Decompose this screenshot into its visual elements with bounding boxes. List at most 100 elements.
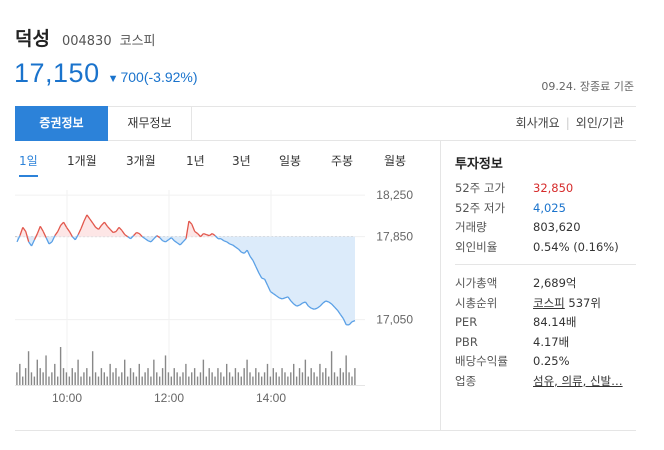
info-group-2: 시가총액 2,689억 시총순위 코스피 537위 PER 84.14배 PBR… bbox=[455, 274, 636, 391]
sector-link[interactable]: 섬유, 의류, 신발… bbox=[533, 373, 623, 388]
price-line-segment bbox=[339, 314, 344, 319]
price-line-segment bbox=[182, 238, 187, 243]
volume-bar bbox=[275, 372, 277, 385]
volume-bar bbox=[199, 372, 202, 385]
foreign-institution-link[interactable]: 외인/기관 bbox=[575, 116, 624, 130]
tab-securities-info[interactable]: 증권정보 bbox=[15, 106, 108, 141]
price-line-segment bbox=[159, 237, 164, 242]
volume-bar bbox=[80, 376, 82, 385]
info-label: 배당수익률 bbox=[455, 354, 508, 368]
stock-name[interactable]: 덕성 bbox=[15, 28, 50, 50]
volume-bar bbox=[138, 363, 140, 385]
date-note: 09.24. 장종료 기준 bbox=[541, 80, 634, 93]
price-line-segment bbox=[101, 221, 105, 226]
price-line-segment bbox=[83, 214, 88, 222]
intraday-chart[interactable]: 18,250 17,850 17,050 10:00 12:00 14:00 bbox=[15, 190, 425, 405]
volume-bar bbox=[164, 355, 167, 385]
price-line-segment bbox=[45, 237, 50, 245]
info-row-cap-rank: 시총순위 코스피 537위 bbox=[455, 294, 636, 314]
period-weekly[interactable]: 주봉 bbox=[331, 154, 354, 168]
bottom-divider bbox=[15, 430, 636, 431]
info-label: 업종 bbox=[455, 373, 477, 388]
price-line-segment bbox=[92, 222, 97, 228]
price-line-segment bbox=[325, 300, 329, 303]
price-line-segment bbox=[273, 293, 277, 297]
price-line-segment bbox=[264, 278, 269, 286]
investment-info-title: 투자정보 bbox=[455, 157, 503, 172]
period-1m[interactable]: 1개월 bbox=[67, 154, 97, 168]
tab-financial-info[interactable]: 재무정보 bbox=[108, 106, 192, 141]
volume-bar bbox=[179, 376, 181, 385]
company-overview-link[interactable]: 회사개요 bbox=[515, 116, 560, 130]
price-line-segment bbox=[68, 231, 73, 237]
price-line-segment bbox=[80, 220, 85, 229]
volume-bar bbox=[109, 363, 111, 385]
price-line-segment bbox=[351, 320, 356, 323]
volume-bar bbox=[132, 372, 135, 385]
volume-bar bbox=[223, 376, 225, 385]
price-line-segment bbox=[42, 231, 47, 238]
x-axis-label: 14:00 bbox=[256, 391, 286, 405]
volume-bar bbox=[260, 376, 263, 385]
panel-divider bbox=[440, 141, 441, 431]
period-monthly[interactable]: 월봉 bbox=[384, 154, 407, 168]
market-link[interactable]: 코스피 bbox=[533, 295, 565, 310]
price-line-segment bbox=[150, 238, 155, 243]
info-label: 시총순위 bbox=[455, 295, 498, 310]
price-line-segment bbox=[252, 260, 257, 268]
price-line-segment bbox=[22, 226, 27, 232]
info-value: 4.17배 bbox=[533, 334, 570, 349]
period-daily[interactable]: 일봉 bbox=[279, 154, 302, 168]
price-line-segment bbox=[299, 302, 303, 306]
info-row-market-cap: 시가총액 2,689억 bbox=[455, 274, 636, 294]
volume-bar bbox=[167, 372, 170, 385]
volume-bar bbox=[135, 376, 138, 385]
chart-svg: 18,250 17,850 17,050 10:00 12:00 14:00 bbox=[15, 190, 413, 405]
volume-bar bbox=[121, 372, 123, 385]
volume-bar bbox=[176, 372, 178, 385]
price-line-segment bbox=[214, 235, 219, 240]
price-line-segment bbox=[249, 255, 254, 261]
price-line-segment bbox=[220, 238, 225, 242]
info-value: 2,689억 bbox=[533, 276, 577, 290]
price-line-segment bbox=[112, 230, 117, 234]
price-line-segment bbox=[304, 301, 309, 307]
volume-bar bbox=[161, 368, 164, 385]
price-line-segment bbox=[270, 291, 274, 295]
x-axis-label: 12:00 bbox=[154, 391, 184, 405]
price-line-segment bbox=[63, 221, 68, 228]
volume-bar bbox=[269, 376, 272, 385]
price-line-segment bbox=[319, 302, 324, 307]
price-line-segment bbox=[60, 221, 65, 226]
volume-bar bbox=[290, 372, 292, 385]
info-label: PBR bbox=[455, 334, 478, 349]
price-line-segment bbox=[336, 309, 341, 315]
period-3y[interactable]: 3년 bbox=[232, 154, 251, 168]
volume-bar bbox=[83, 372, 85, 385]
info-value: 0.54% (0.16%) bbox=[533, 239, 619, 254]
info-row-sector: 업종 섬유, 의류, 신발… bbox=[455, 372, 636, 392]
info-value[interactable]: 섬유, 의류, 신발… bbox=[533, 372, 623, 392]
volume-bar bbox=[30, 372, 33, 385]
volume-bar bbox=[301, 372, 304, 385]
volume-bar bbox=[141, 376, 143, 385]
period-1y[interactable]: 1년 bbox=[186, 154, 205, 168]
volume-bar bbox=[71, 368, 73, 385]
info-row-foreign-ratio: 외인비율 0.54% (0.16%) bbox=[455, 238, 636, 258]
volume-bar bbox=[345, 355, 347, 385]
period-1d[interactable]: 1일 bbox=[19, 152, 38, 177]
volume-bar bbox=[307, 376, 309, 385]
price-line-segment bbox=[86, 214, 91, 220]
volume-bar bbox=[225, 363, 228, 385]
price-line-segment bbox=[48, 241, 53, 245]
price-line-segment bbox=[331, 303, 336, 308]
volume-bar bbox=[342, 372, 344, 385]
period-3m[interactable]: 3개월 bbox=[126, 154, 156, 168]
volume-bar bbox=[24, 368, 27, 385]
price-line-segment bbox=[57, 224, 62, 232]
price-line-segment bbox=[302, 301, 306, 304]
volume-bar bbox=[231, 376, 234, 385]
price-line-segment bbox=[232, 244, 236, 248]
volume-bar bbox=[19, 363, 21, 385]
volume-bar bbox=[48, 376, 50, 385]
